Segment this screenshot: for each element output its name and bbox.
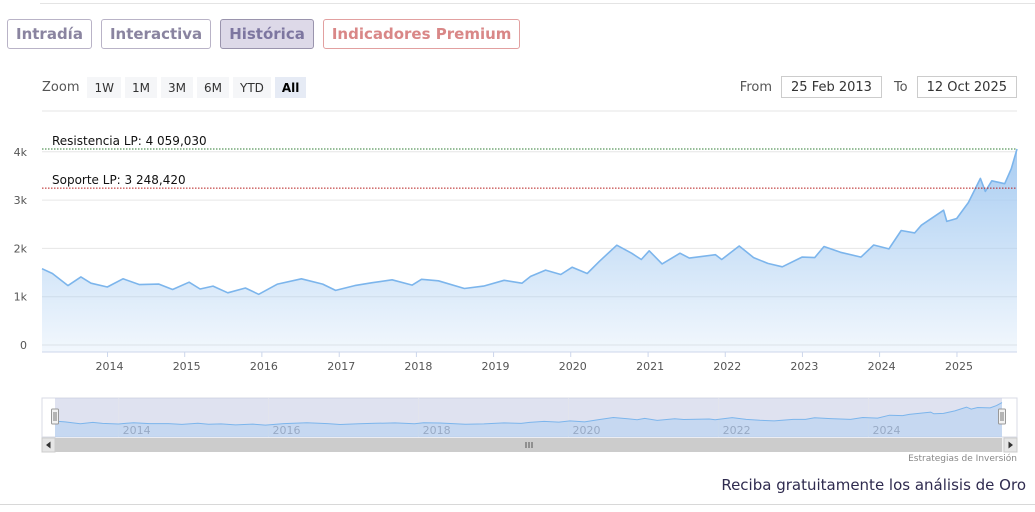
x-tick-label: 2017 <box>327 360 355 373</box>
zoom-button-6m[interactable]: 6M <box>196 77 229 98</box>
x-tick-label: 2018 <box>404 360 432 373</box>
zoom-button-3m[interactable]: 3M <box>160 77 193 98</box>
x-tick-label: 2022 <box>713 360 741 373</box>
x-tick-label: 2025 <box>945 360 973 373</box>
from-label: From <box>739 79 773 95</box>
x-tick-label: 2014 <box>96 360 124 373</box>
to-date-input[interactable]: 12 Oct 2025 <box>916 76 1017 98</box>
y-tick-label: 1k <box>14 291 28 304</box>
chart-tabs: Intradía Interactiva Histórica Indicador… <box>7 19 521 49</box>
to-label: To <box>893 79 908 95</box>
x-tick-label: 2023 <box>790 360 818 373</box>
navigator-area <box>55 402 1002 437</box>
resistance-label: Resistencia LP: 4 059,030 <box>52 134 207 148</box>
y-tick-label: 4k <box>14 146 28 159</box>
navigator-tick-label: 2014 <box>123 424 151 437</box>
zoom-button-ytd[interactable]: YTD <box>232 77 271 98</box>
navigator-tick-label: 2018 <box>423 424 451 437</box>
tab-indicadores-premium[interactable]: Indicadores Premium <box>322 19 521 49</box>
zoom-button-1w[interactable]: 1W <box>87 77 121 98</box>
x-tick-label: 2024 <box>868 360 896 373</box>
navigator-tick-label: 2020 <box>573 424 601 437</box>
price-chart: Resistencia LP: 4 059,030 Soporte LP: 3 2… <box>14 110 1018 453</box>
navigator-tick-label: 2022 <box>723 424 751 437</box>
zoom-button-1m[interactable]: 1M <box>124 77 157 98</box>
tab-intradia[interactable]: Intradía <box>7 19 92 49</box>
support-label: Soporte LP: 3 248,420 <box>52 173 186 187</box>
navigator-mask <box>55 398 1002 437</box>
series-layer <box>41 148 1018 352</box>
from-date-input[interactable]: 25 Feb 2013 <box>781 76 882 98</box>
annotation-layer: Resistencia LP: 4 059,030 Soporte LP: 3 2… <box>42 134 1017 189</box>
zoom-selector: Zoom 1W 1M 3M 6M YTD All <box>42 77 310 98</box>
y-tick-label: 2k <box>14 242 28 255</box>
navigator-tick-label: 2024 <box>873 424 901 437</box>
top-divider <box>40 3 1035 4</box>
promo-link[interactable]: Reciba gratuitamente los análisis de Oro <box>721 476 1026 494</box>
bottom-divider <box>0 504 1035 505</box>
chart-credit: Estrategias de Inversión <box>908 454 1017 464</box>
x-tick-label: 2015 <box>173 360 201 373</box>
x-tick-label: 2020 <box>559 360 587 373</box>
chevron-right-icon <box>1008 441 1013 449</box>
x-tick-label: 2021 <box>636 360 664 373</box>
axis-layer: 0 1k 2k 3k 4k 2014 2015 2016 2017 2018 2019 2020 202… <box>14 146 1017 373</box>
navigator-line <box>54 402 1003 426</box>
series-line <box>41 148 1018 296</box>
x-tick-label: 2016 <box>250 360 278 373</box>
navigator-tick-label: 2016 <box>273 424 301 437</box>
zoom-label: Zoom <box>42 80 80 95</box>
x-tick-label: 2019 <box>482 360 510 373</box>
navigator-handle-right[interactable] <box>998 408 1006 425</box>
navigator[interactable]: 2014 2016 2018 2020 2022 2024 <box>41 397 1018 453</box>
tab-historica[interactable]: Histórica <box>220 19 314 49</box>
date-range: From 25 Feb 2013 To 12 Oct 2025 <box>740 76 1017 98</box>
tab-interactiva[interactable]: Interactiva <box>100 19 212 49</box>
series-area <box>42 149 1017 352</box>
chevron-left-icon <box>46 441 51 449</box>
navigator-handle-left[interactable] <box>51 408 59 425</box>
y-tick-label: 0 <box>20 339 27 352</box>
y-tick-label: 3k <box>14 194 28 207</box>
zoom-button-all[interactable]: All <box>274 77 307 98</box>
